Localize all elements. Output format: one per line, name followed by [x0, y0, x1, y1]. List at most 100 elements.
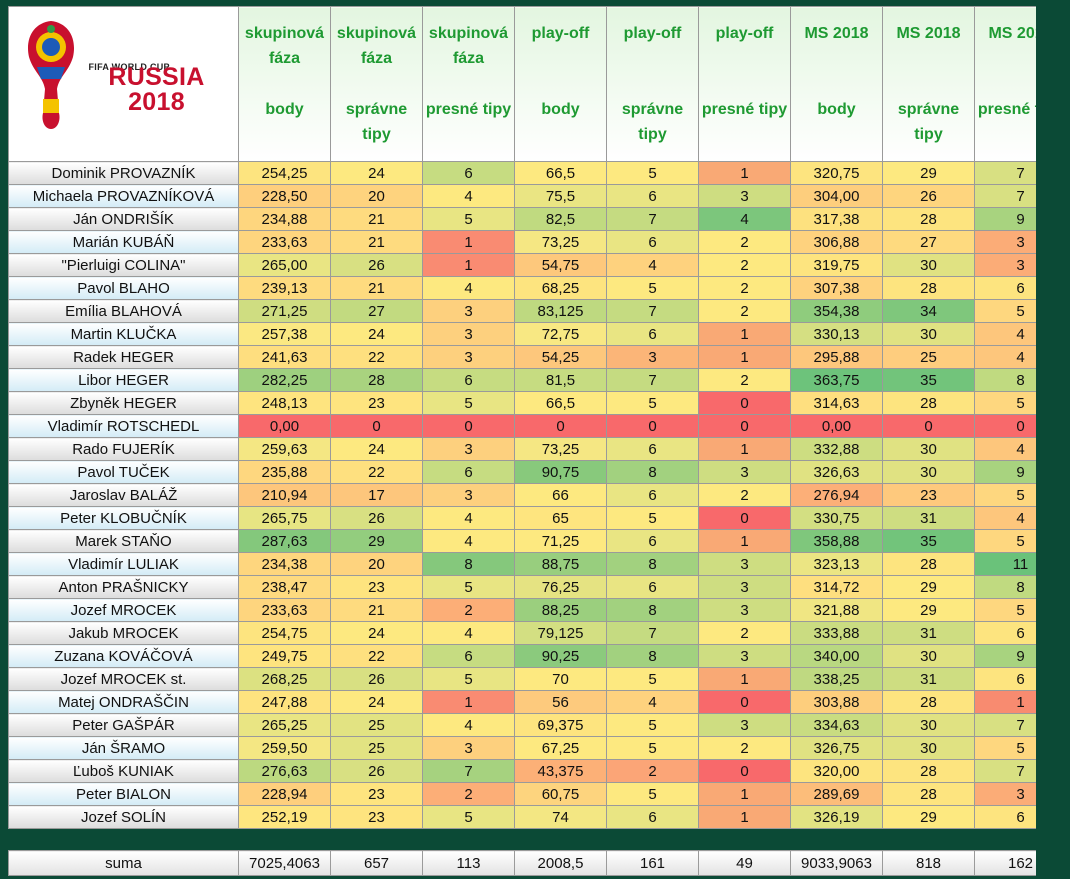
player-name-cell: Rado FUJERÍK: [8, 437, 239, 461]
score-cell: 238,47: [238, 575, 331, 599]
table-row: Dominik PROVAZNÍK 254,25 24 6 66,5 5 1 320,75 29…: [8, 161, 1067, 185]
column-metric-label: body: [541, 101, 580, 118]
score-cell: 334,63: [790, 713, 883, 737]
score-cell: 25: [330, 713, 423, 737]
totals-label: suma: [8, 850, 239, 876]
score-cell: 28: [330, 368, 423, 392]
score-cell: 75,5: [514, 184, 607, 208]
score-cell: 3: [606, 345, 699, 369]
score-cell: 276,63: [238, 759, 331, 783]
score-cell: 24: [330, 621, 423, 645]
score-cell: 30: [882, 644, 975, 668]
score-cell: 4: [422, 529, 515, 553]
score-cell: 68,25: [514, 276, 607, 300]
score-cell: 249,75: [238, 644, 331, 668]
table-row: Ján ONDRIŠÍK 234,88 21 5 82,5 7 4 317,38 28 9: [8, 207, 1067, 231]
score-cell: 3: [698, 552, 791, 576]
score-cell: 26: [330, 506, 423, 530]
window-edge: [1036, 0, 1070, 879]
score-cell: 2: [422, 782, 515, 806]
score-cell: 27: [330, 299, 423, 323]
total-cell: 9033,9063: [790, 850, 883, 876]
score-cell: 54,25: [514, 345, 607, 369]
score-cell: 21: [330, 598, 423, 622]
score-cell: 23: [330, 782, 423, 806]
score-cell: 354,38: [790, 299, 883, 323]
score-cell: 332,88: [790, 437, 883, 461]
score-cell: 234,38: [238, 552, 331, 576]
column-header: skupinová fáza body: [238, 6, 331, 162]
table-row: Peter KLOBUČNÍK 265,75 26 4 65 5 0 330,75 31 4: [8, 506, 1067, 530]
table-row: Pavol BLAHO 239,13 21 4 68,25 5 2 307,38 28 6: [8, 276, 1067, 300]
score-cell: 6: [606, 437, 699, 461]
trophy-emblem-icon: [27, 21, 74, 129]
total-cell: 657: [330, 850, 423, 876]
table-row: Vladimír ROTSCHEDL 0,00 0 0 0 0 0 0,00 0 0: [8, 414, 1067, 438]
score-cell: 233,63: [238, 598, 331, 622]
score-cell: 5: [606, 667, 699, 691]
table-row: Martin KLUČKA 257,38 24 3 72,75 6 1 330,13 30 4: [8, 322, 1067, 346]
table-row: Vladimír LULIAK 234,38 20 8 88,75 8 3 323,13 28 1…: [8, 552, 1067, 576]
world-cup-logo: FIFA WORLD CUP RUSSIA 2018: [19, 17, 229, 137]
score-cell: 2: [698, 621, 791, 645]
score-cell: 0: [698, 759, 791, 783]
score-cell: 73,25: [514, 437, 607, 461]
score-cell: 28: [882, 690, 975, 714]
score-cell: 289,69: [790, 782, 883, 806]
score-cell: 5: [606, 782, 699, 806]
score-cell: 66,5: [514, 391, 607, 415]
column-group-label: play-off: [715, 25, 774, 42]
score-cell: 306,88: [790, 230, 883, 254]
total-cell: 49: [698, 850, 791, 876]
score-cell: 23: [330, 805, 423, 829]
player-name-cell: Martin KLUČKA: [8, 322, 239, 346]
player-name-cell: Ján ONDRIŠÍK: [8, 207, 239, 231]
score-cell: 4: [606, 690, 699, 714]
score-cell: 321,88: [790, 598, 883, 622]
score-cell: 0: [698, 506, 791, 530]
logo-line-1: FIFA WORLD CUP: [88, 62, 170, 72]
score-cell: 1: [422, 230, 515, 254]
score-cell: 2: [698, 276, 791, 300]
results-table: FIFA WORLD CUP RUSSIA 2018 skupinová fáz…: [8, 6, 1067, 829]
column-group-label: MS 2018: [896, 25, 961, 42]
results-sheet: FIFA WORLD CUP RUSSIA 2018 skupinová fáz…: [8, 6, 1067, 829]
total-cell: 161: [606, 850, 699, 876]
score-cell: 66,5: [514, 161, 607, 185]
score-cell: 5: [422, 667, 515, 691]
player-name-cell: Ján ŠRAMO: [8, 736, 239, 760]
score-cell: 29: [330, 529, 423, 553]
score-cell: 30: [882, 253, 975, 277]
score-cell: 3: [698, 575, 791, 599]
score-cell: 24: [330, 437, 423, 461]
score-cell: 8: [606, 644, 699, 668]
column-metric-label: správne tipy: [345, 101, 408, 143]
column-header: play-off body: [514, 6, 607, 162]
score-cell: 1: [698, 437, 791, 461]
score-cell: 210,94: [238, 483, 331, 507]
score-cell: 6: [606, 575, 699, 599]
player-name-cell: Marek STAŇO: [8, 529, 239, 553]
table-row: Jozef MROCEK st. 268,25 26 5 70 5 1 338,25 31 6: [8, 667, 1067, 691]
score-cell: 21: [330, 230, 423, 254]
score-cell: 29: [882, 598, 975, 622]
score-cell: 323,13: [790, 552, 883, 576]
player-name-cell: Peter GAŠPÁR: [8, 713, 239, 737]
score-cell: 67,25: [514, 736, 607, 760]
player-name-cell: Libor HEGER: [8, 368, 239, 392]
score-cell: 20: [330, 184, 423, 208]
score-cell: 0: [330, 414, 423, 438]
score-cell: 26: [330, 759, 423, 783]
column-metric-label: správne tipy: [621, 101, 684, 143]
player-name-cell: Jozef MROCEK: [8, 598, 239, 622]
score-cell: 326,19: [790, 805, 883, 829]
score-cell: 83,125: [514, 299, 607, 323]
score-cell: 3: [698, 713, 791, 737]
score-cell: 34: [882, 299, 975, 323]
score-cell: 234,88: [238, 207, 331, 231]
score-cell: 26: [330, 253, 423, 277]
score-cell: 304,00: [790, 184, 883, 208]
score-cell: 88,75: [514, 552, 607, 576]
score-cell: 56: [514, 690, 607, 714]
score-cell: 22: [330, 345, 423, 369]
